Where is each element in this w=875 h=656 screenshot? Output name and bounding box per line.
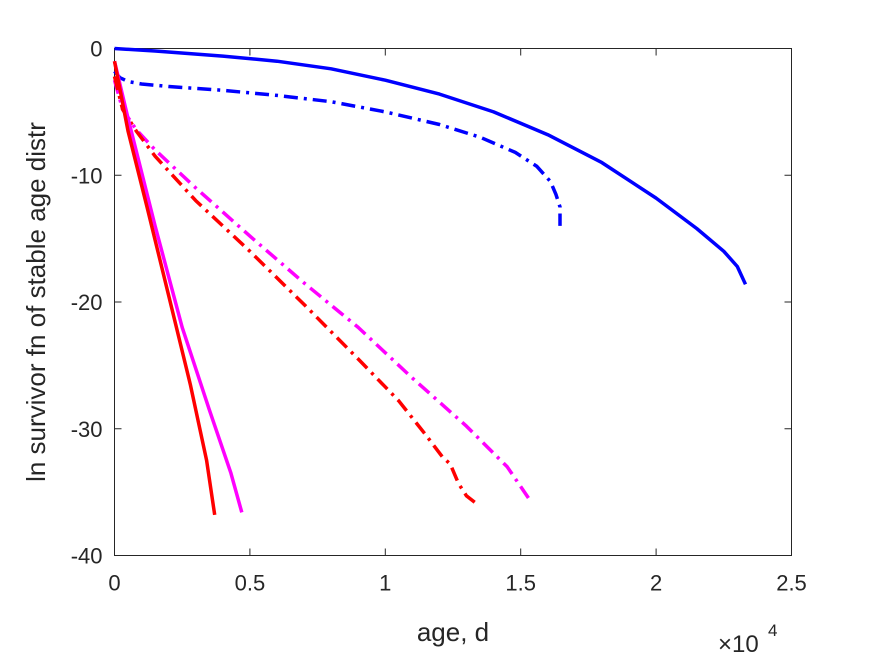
x-exponent-label: ×10 4 bbox=[718, 621, 777, 656]
series-line-6 bbox=[112, 60, 217, 516]
y-tick-label: -30 bbox=[71, 417, 103, 442]
series-line-1 bbox=[114, 46, 748, 286]
svg-text:×10: ×10 bbox=[718, 631, 759, 656]
y-tick-label: -40 bbox=[71, 544, 103, 569]
y-axis-label: ln survivor fn of stable age distr bbox=[21, 122, 51, 482]
x-tick-label: 2 bbox=[650, 571, 662, 596]
x-tick-label: 1 bbox=[379, 571, 391, 596]
plot-area bbox=[114, 48, 792, 556]
x-axis-label: age, d bbox=[417, 617, 489, 647]
y-tick-label: -10 bbox=[71, 163, 103, 188]
x-tick-label: 1.5 bbox=[505, 571, 536, 596]
svg-text:4: 4 bbox=[768, 621, 777, 640]
series-layer bbox=[112, 46, 748, 516]
series-line-4 bbox=[112, 75, 476, 504]
x-tick-label: 0 bbox=[108, 571, 120, 596]
y-tick-label: 0 bbox=[90, 37, 102, 62]
series-line-5 bbox=[112, 60, 244, 513]
y-tick-label: -20 bbox=[71, 290, 103, 315]
axis-ticks: 0 0.5 1 1.5 2 2.5 0 -10 -20 -30 -40 bbox=[71, 37, 807, 596]
x-tick-label: 0.5 bbox=[235, 571, 266, 596]
series-line-3 bbox=[112, 79, 531, 500]
x-tick-label: 2.5 bbox=[776, 571, 807, 596]
